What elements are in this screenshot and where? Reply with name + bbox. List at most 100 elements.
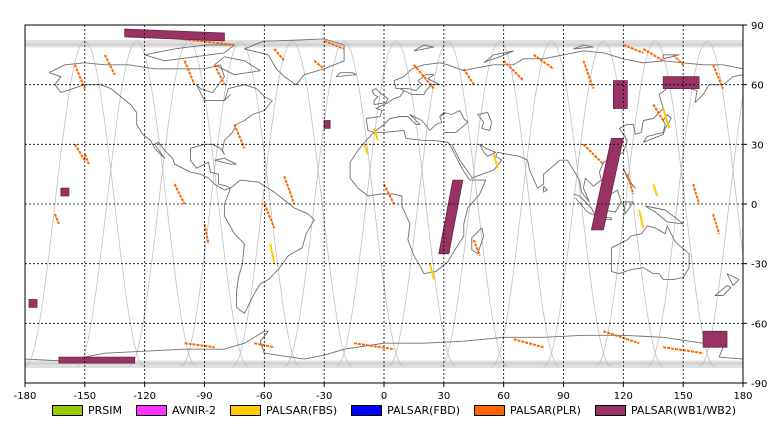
fbs-scene (662, 108, 671, 129)
legend-item-prsim: PRSIM (52, 404, 122, 417)
plr-scene (53, 213, 60, 225)
wb-scene (28, 299, 38, 308)
plr-scene (622, 43, 644, 54)
coastline (25, 330, 743, 362)
fbs-scene (428, 263, 435, 280)
legend-label-palsar-fbd: PALSAR(FBD) (387, 403, 461, 417)
wb-scene (60, 187, 70, 197)
wb-scene (323, 120, 331, 129)
coastline (483, 50, 515, 64)
y-tick-label: 0 (751, 200, 757, 211)
coastline (479, 143, 497, 157)
plr-scene (273, 48, 286, 62)
plr-scene (323, 39, 345, 50)
plr-scene (462, 68, 475, 86)
plr-scene (74, 143, 86, 161)
plr-scene (513, 338, 544, 349)
plr-scene (472, 239, 481, 257)
plr-scene (383, 183, 395, 205)
wb-scene (58, 356, 136, 364)
x-tick-label: 90 (557, 391, 570, 402)
legend-swatch-avnir2 (136, 404, 167, 416)
fbs-scene (269, 243, 276, 264)
coastline (573, 193, 596, 217)
coastline (365, 110, 469, 133)
x-tick-label: 120 (614, 391, 633, 402)
y-tick-label: 60 (751, 81, 764, 92)
x-tick-label: -150 (73, 391, 96, 402)
legend-label-prsim: PRSIM (88, 403, 122, 417)
latitude-tick-labels: 90 60 30 0 -30 -60 -90 (743, 21, 767, 390)
coastline (439, 112, 447, 117)
x-tick-label: 150 (674, 391, 693, 402)
legend-swatch-palsar-fbs (229, 404, 261, 416)
plr-scene (183, 60, 196, 86)
legend-swatch-palsar-plr (474, 404, 506, 416)
x-tick-label: -30 (316, 391, 332, 402)
plr-scene (203, 223, 210, 244)
wb-scene (124, 28, 225, 42)
y-tick-label: 90 (751, 21, 764, 32)
coastline (471, 227, 485, 255)
y-tick-label: -30 (751, 260, 767, 271)
legend-label-palsar-plr: PALSAR(PLR) (510, 403, 581, 417)
coastline (224, 94, 231, 101)
coastline (451, 74, 743, 203)
fbs-scene (373, 128, 379, 141)
plr-scene (73, 64, 86, 90)
legend-swatch-palsar-wb (594, 404, 626, 416)
fbs-scene (492, 154, 499, 169)
plr-scene (626, 173, 635, 195)
plr-scene (582, 60, 595, 89)
coastline (214, 56, 261, 76)
plr-scene (184, 342, 215, 349)
y-tick-label: 30 (751, 140, 764, 151)
coastline (662, 54, 680, 60)
fbs-scene (652, 183, 659, 197)
plr-scene (144, 33, 235, 46)
coastline (645, 205, 684, 225)
plr-scene (603, 330, 640, 345)
legend-label-palsar-fbs: PALSAR(FBS) (265, 403, 338, 417)
plr-scene (582, 143, 605, 165)
plr-scene (353, 342, 395, 351)
plr-scene (672, 54, 684, 66)
coastline (573, 44, 594, 50)
coastline (543, 185, 548, 193)
coastline (223, 179, 315, 314)
plr-scene (692, 183, 701, 205)
coastline (349, 129, 487, 275)
coastline (493, 50, 743, 70)
coastline (714, 285, 732, 296)
coastline (243, 38, 345, 86)
wb-scene (702, 330, 728, 348)
fbs-scene (638, 209, 645, 229)
wb-scene (662, 76, 700, 89)
x-tick-label: -90 (196, 391, 212, 402)
coastline (371, 88, 389, 106)
wb-scene (613, 80, 628, 109)
acquisition-scenes (28, 28, 728, 364)
legend-swatch-prsim (52, 404, 83, 416)
x-tick-label: 0 (381, 391, 387, 402)
legend-item-palsar-wb: PALSAR(WB1/WB2) (594, 403, 737, 417)
x-tick-label: -180 (14, 391, 37, 402)
wb-strip (590, 137, 624, 231)
legend: PRSIM AVNIR-2 PALSAR(FBS) PALSAR(FBD) PA… (52, 402, 750, 418)
fbs-scene (363, 143, 369, 155)
legend-item-avnir2: AVNIR-2 (136, 404, 216, 417)
coastline (477, 112, 493, 131)
legend-item-palsar-fbs: PALSAR(FBS) (229, 403, 338, 417)
legend-swatch-palsar-fbd (351, 404, 383, 416)
coastline (413, 44, 435, 52)
x-tick-label: -60 (256, 391, 272, 402)
legend-label-palsar-wb: PALSAR(WB1/WB2) (630, 403, 737, 417)
plr-scene (313, 60, 325, 70)
y-tick-label: -90 (751, 379, 767, 390)
coastlines (25, 38, 743, 362)
plr-scene (652, 104, 665, 121)
y-tick-label: -60 (751, 319, 767, 330)
coastline (366, 62, 494, 119)
